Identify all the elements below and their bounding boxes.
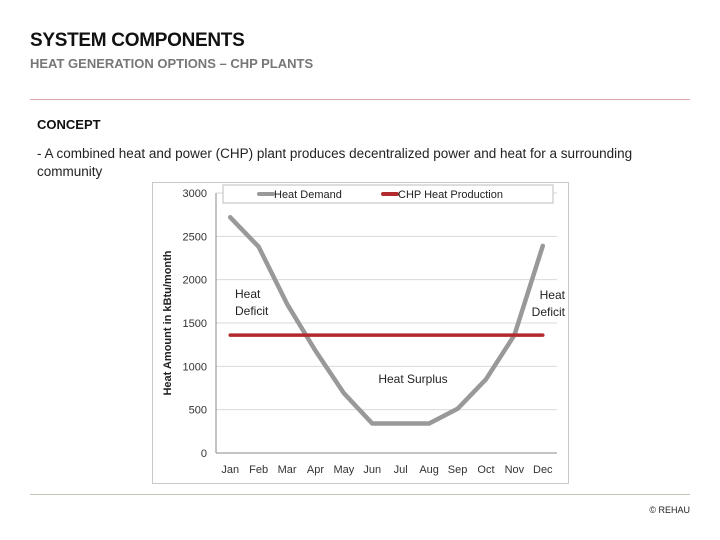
x-tick-label: Mar bbox=[278, 464, 297, 476]
y-tick-label: 3000 bbox=[183, 188, 207, 200]
chart-series bbox=[227, 215, 546, 426]
top-divider bbox=[30, 99, 690, 100]
chart-grid bbox=[216, 192, 557, 454]
y-tick-label: 2000 bbox=[183, 275, 207, 287]
series-line-heat-demand bbox=[227, 215, 546, 426]
concept-bullet: - A combined heat and power (CHP) plant … bbox=[37, 146, 633, 179]
x-tick-label: Jul bbox=[394, 464, 408, 476]
section-heading: CONCEPT bbox=[37, 117, 101, 132]
page-title: SYSTEM COMPONENTS bbox=[30, 30, 245, 51]
y-axis-title: Heat Amount in kBtu/month bbox=[162, 250, 174, 395]
bottom-divider bbox=[30, 494, 690, 495]
x-tick-label: May bbox=[333, 464, 354, 476]
chart-frame: 0 500 1000 1500 2000 2500 3000 Jan Feb Mar Apr May J… bbox=[152, 182, 569, 484]
chart-annotations: Heat Deficit Heat Surplus Heat Deficit bbox=[235, 287, 566, 386]
x-tick-label: Apr bbox=[307, 464, 324, 476]
y-tick-label: 1500 bbox=[183, 318, 207, 330]
y-tick-label: 2500 bbox=[183, 231, 207, 243]
heat-chart: 0 500 1000 1500 2000 2500 3000 Jan Feb Mar Apr May J… bbox=[162, 184, 566, 476]
annotation-heat-surplus: Heat Surplus bbox=[378, 372, 447, 386]
page-subtitle: HEAT GENERATION OPTIONS – CHP PLANTS bbox=[30, 56, 314, 71]
x-tick-label: Jan bbox=[221, 464, 239, 476]
annotation-heat-deficit: Heat Deficit bbox=[235, 287, 269, 318]
x-tick-label: Nov bbox=[505, 464, 525, 476]
x-tick-label: Aug bbox=[419, 464, 439, 476]
y-tick-label: 500 bbox=[189, 405, 207, 417]
y-tick-label: 1000 bbox=[183, 361, 207, 373]
copyright-notice: © REHAU bbox=[649, 505, 690, 515]
chart-legend: Heat Demand CHP Heat Production bbox=[222, 184, 554, 204]
x-tick-label: Jun bbox=[363, 464, 381, 476]
annotation-heat-deficit: Heat Deficit bbox=[532, 288, 566, 319]
x-tick-label: Oct bbox=[477, 464, 494, 476]
chart-axes: 0 500 1000 1500 2000 2500 3000 Jan Feb Mar Apr May J… bbox=[162, 188, 557, 476]
x-tick-label: Feb bbox=[249, 464, 268, 476]
x-tick-label: Dec bbox=[533, 464, 553, 476]
legend-label: Heat Demand bbox=[274, 189, 342, 201]
x-tick-label: Sep bbox=[448, 464, 468, 476]
legend-label: CHP Heat Production bbox=[398, 189, 503, 201]
y-tick-label: 0 bbox=[201, 448, 207, 460]
